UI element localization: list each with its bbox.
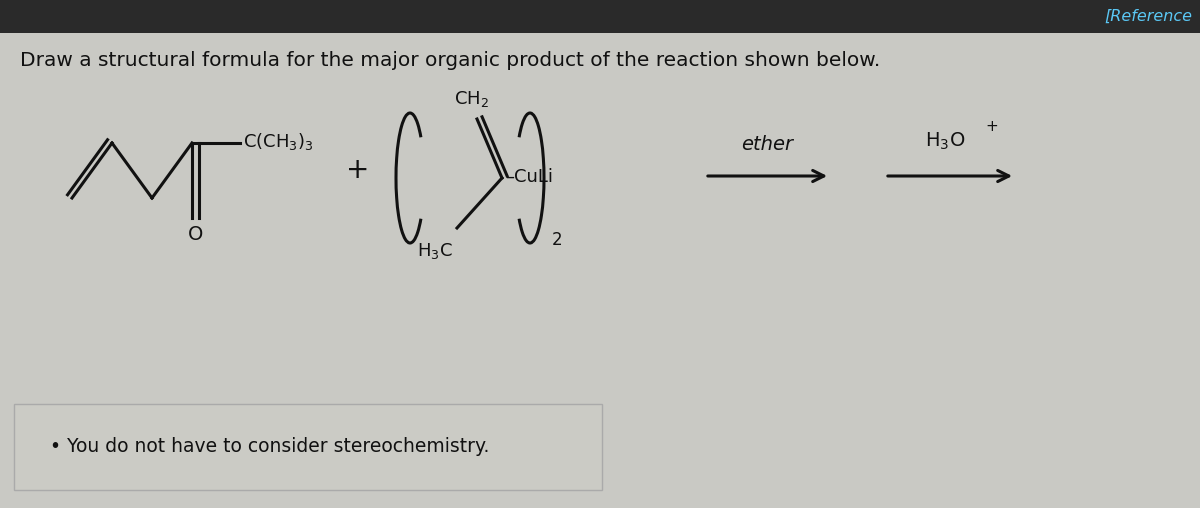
- Text: +: +: [985, 119, 998, 134]
- Bar: [0, 0, 1200, 33]
- Text: • You do not have to consider stereochemistry.: • You do not have to consider stereochem…: [50, 437, 490, 457]
- Text: –CuLi: –CuLi: [505, 168, 553, 186]
- Text: Draw a structural formula for the major organic product of the reaction shown be: Draw a structural formula for the major …: [20, 50, 881, 70]
- Text: [Reference: [Reference: [1104, 9, 1192, 24]
- Text: H$_3$O: H$_3$O: [925, 131, 965, 152]
- Text: 2: 2: [552, 231, 563, 249]
- FancyBboxPatch shape: [14, 404, 602, 490]
- Text: C(CH$_3$)$_3$: C(CH$_3$)$_3$: [242, 131, 313, 151]
- Text: O: O: [187, 225, 203, 244]
- Text: ether: ether: [742, 135, 793, 154]
- Text: +: +: [347, 156, 370, 184]
- Text: CH$_2$: CH$_2$: [455, 89, 490, 109]
- Text: H$_3$C: H$_3$C: [418, 241, 452, 261]
